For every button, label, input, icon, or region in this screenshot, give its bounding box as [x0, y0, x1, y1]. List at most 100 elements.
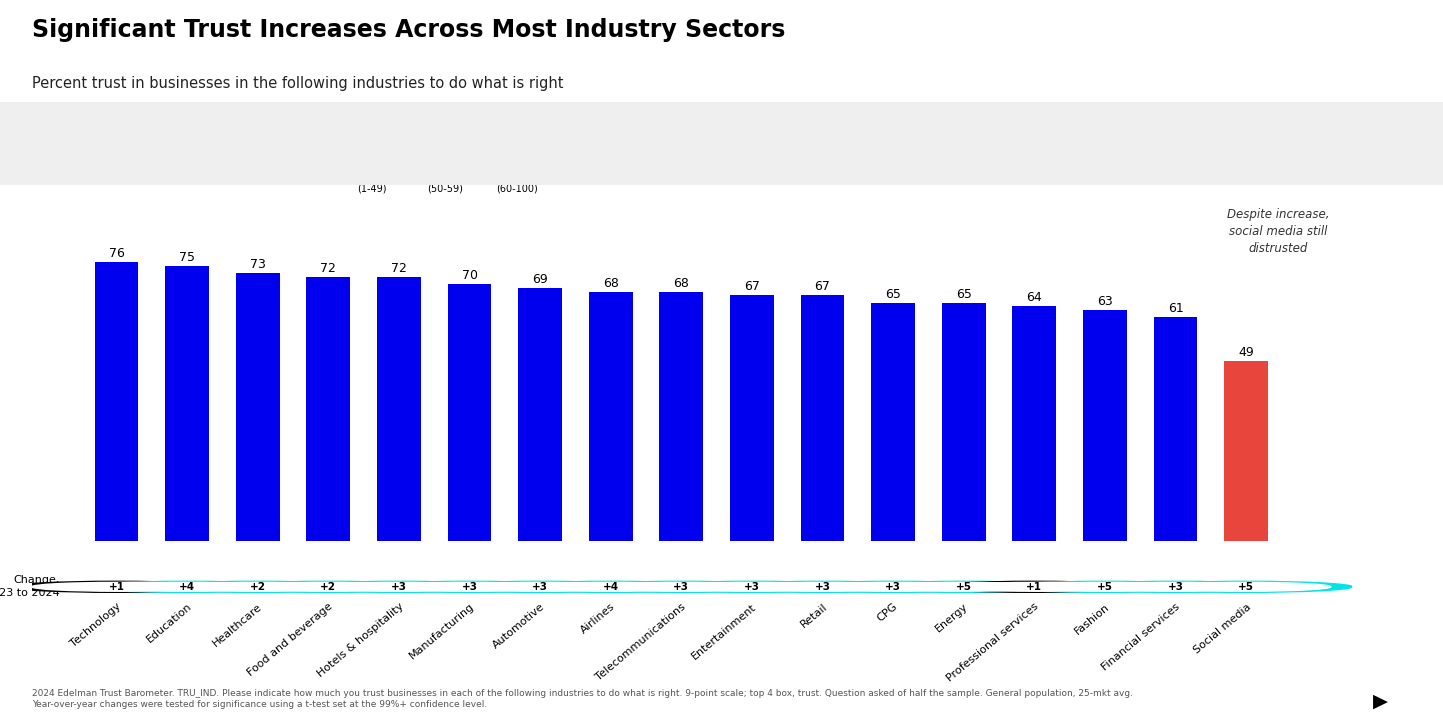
Text: +3: +3 — [674, 582, 690, 592]
Circle shape — [1140, 582, 1352, 593]
Circle shape — [1069, 582, 1281, 593]
Text: +4: +4 — [179, 582, 195, 592]
FancyBboxPatch shape — [33, 115, 330, 173]
Text: 61: 61 — [1167, 302, 1183, 316]
Bar — [1084, 310, 1127, 541]
Circle shape — [570, 134, 573, 154]
Text: CPG: CPG — [876, 601, 899, 624]
Text: +5: +5 — [1238, 582, 1254, 592]
Circle shape — [293, 582, 505, 593]
Circle shape — [1020, 582, 1189, 591]
Circle shape — [173, 582, 342, 591]
Text: Hotels & hospitality: Hotels & hospitality — [315, 601, 405, 679]
Text: Retail: Retail — [798, 601, 828, 630]
Text: −: − — [569, 139, 576, 149]
Text: +5: +5 — [1097, 582, 1113, 592]
Text: Healthcare: Healthcare — [211, 601, 264, 648]
Bar — [1013, 306, 1056, 541]
Circle shape — [928, 582, 1140, 593]
Bar — [505, 126, 531, 161]
Text: GLOBAL 25: GLOBAL 25 — [45, 136, 117, 149]
Circle shape — [857, 582, 1069, 593]
Bar — [589, 292, 632, 541]
Text: 69: 69 — [532, 273, 548, 286]
Bar — [730, 295, 773, 541]
Text: 67: 67 — [815, 281, 831, 294]
Text: +2: +2 — [250, 582, 266, 592]
Circle shape — [1091, 582, 1260, 591]
Bar — [377, 277, 421, 541]
Circle shape — [949, 582, 1120, 591]
Circle shape — [32, 582, 201, 591]
Circle shape — [808, 582, 978, 591]
Circle shape — [102, 582, 271, 591]
Text: Education: Education — [144, 601, 193, 645]
Text: +3: +3 — [532, 582, 548, 592]
Circle shape — [672, 135, 674, 153]
Text: Distrust: Distrust — [352, 170, 391, 180]
Circle shape — [244, 582, 413, 591]
Text: Neutral: Neutral — [427, 170, 463, 180]
Text: +3: +3 — [814, 582, 831, 592]
Circle shape — [717, 582, 928, 593]
Text: 72: 72 — [391, 262, 407, 275]
Text: 73: 73 — [250, 258, 266, 271]
Text: +2: +2 — [320, 582, 336, 592]
Text: Entertainment: Entertainment — [690, 601, 759, 661]
Circle shape — [456, 582, 625, 591]
Circle shape — [646, 582, 857, 593]
Circle shape — [788, 582, 999, 593]
Text: Financial services: Financial services — [1100, 601, 1182, 672]
Text: 63: 63 — [1097, 295, 1113, 308]
Text: Energy: Energy — [934, 601, 970, 634]
Text: (50-59): (50-59) — [427, 183, 463, 193]
Text: Manufacturing: Manufacturing — [407, 601, 476, 662]
Bar — [165, 266, 209, 541]
Text: Social media: Social media — [1192, 601, 1253, 655]
Text: 72: 72 — [320, 262, 336, 275]
Text: Excludes Mexico, S. Africa, U.S.: Excludes Mexico, S. Africa, U.S. — [152, 137, 315, 148]
Bar — [359, 126, 385, 161]
Circle shape — [434, 582, 646, 593]
Bar — [1154, 317, 1198, 541]
Text: 2024 Edelman Trust Barometer. TRU_IND. Please indicate how much you trust busine: 2024 Edelman Trust Barometer. TRU_IND. P… — [32, 689, 1133, 709]
Text: Automotive: Automotive — [491, 601, 547, 651]
Bar — [1224, 361, 1268, 541]
Circle shape — [597, 134, 600, 154]
Text: Telecommunications: Telecommunications — [595, 601, 688, 683]
Circle shape — [364, 582, 576, 593]
Text: Change,
2023 to 2024: Change, 2023 to 2024 — [0, 575, 61, 598]
Text: 68: 68 — [674, 277, 690, 290]
Circle shape — [672, 132, 675, 156]
Text: +: + — [622, 139, 631, 149]
Circle shape — [505, 582, 717, 593]
Text: Technology: Technology — [69, 601, 123, 649]
Circle shape — [596, 582, 766, 591]
Text: +3: +3 — [745, 582, 760, 592]
Text: Significant change: Significant change — [685, 139, 789, 149]
Text: +3: +3 — [391, 582, 407, 592]
Circle shape — [152, 582, 364, 593]
Circle shape — [576, 582, 788, 593]
Circle shape — [385, 582, 554, 591]
Text: Airlines: Airlines — [579, 601, 618, 635]
Circle shape — [667, 582, 837, 591]
Text: Professional services: Professional services — [945, 601, 1040, 684]
Circle shape — [222, 582, 434, 593]
Circle shape — [81, 582, 293, 593]
Circle shape — [999, 582, 1211, 593]
Bar — [872, 302, 915, 541]
Text: 65: 65 — [885, 288, 900, 301]
Bar — [306, 277, 351, 541]
Circle shape — [315, 582, 483, 591]
Text: +3: +3 — [885, 582, 900, 592]
Text: 65: 65 — [955, 288, 971, 301]
Text: +5: +5 — [955, 582, 971, 592]
Text: 64: 64 — [1026, 292, 1042, 305]
Bar — [235, 273, 280, 541]
Text: Significant Trust Increases Across Most Industry Sectors: Significant Trust Increases Across Most … — [32, 18, 785, 42]
Text: +1: +1 — [108, 582, 124, 592]
Text: 68: 68 — [603, 277, 619, 290]
Text: (60-100): (60-100) — [496, 183, 538, 193]
Text: Food and beverage: Food and beverage — [245, 601, 335, 678]
